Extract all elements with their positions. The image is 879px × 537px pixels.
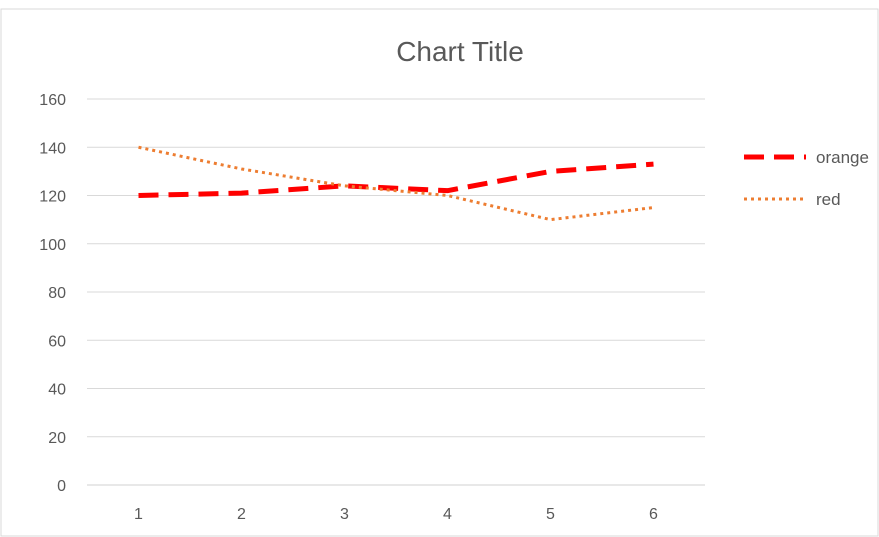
legend-label: red [816,190,841,209]
y-tick-label: 100 [39,237,66,254]
series-lines [138,145,654,222]
chart-title: Chart Title [396,36,524,67]
y-tick-label: 80 [48,285,66,302]
series-line-orange [138,161,654,198]
gridlines [87,98,705,486]
y-tick-label: 0 [57,478,66,495]
x-tick-label: 6 [649,506,658,523]
x-axis-labels: 1 2 3 4 5 6 [134,506,658,523]
legend-label: orange [816,148,869,167]
legend-item-red[interactable]: red [744,190,841,209]
y-tick-label: 60 [48,333,66,350]
x-tick-label: 1 [134,506,143,523]
x-tick-label: 4 [443,506,452,523]
y-tick-label: 20 [48,430,66,447]
series-line-red [138,145,654,222]
legend-item-orange[interactable]: orange [744,148,869,167]
x-tick-label: 3 [340,506,349,523]
y-tick-label: 120 [39,189,66,206]
x-tick-label: 5 [546,506,555,523]
chart-border [0,8,879,537]
legend[interactable]: orange red [744,148,869,209]
x-tick-label: 2 [237,506,246,523]
y-axis-labels: 0 20 40 60 80 100 120 140 160 [39,92,66,495]
y-tick-label: 40 [48,382,66,399]
y-tick-label: 160 [39,92,66,109]
y-tick-label: 140 [39,140,66,157]
